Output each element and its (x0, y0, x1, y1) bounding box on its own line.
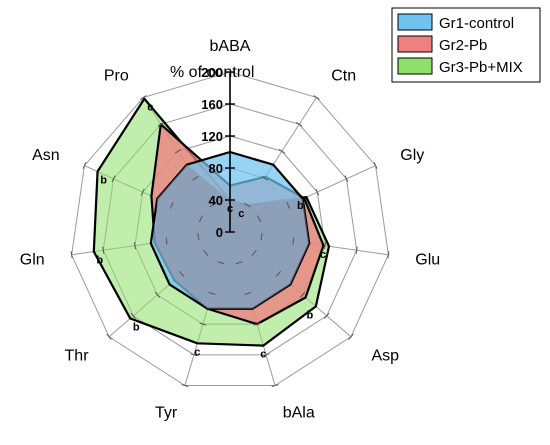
spoke-tick (275, 270, 282, 277)
axis-label-gly: Gly (400, 147, 424, 164)
tick-label-120: 120 (201, 129, 223, 144)
spoke-tick (260, 233, 263, 241)
spoke-tick (181, 384, 189, 387)
axis-label-baba: bABA (210, 38, 251, 55)
series-layer (92, 97, 331, 347)
spoke-tick (278, 148, 286, 154)
spoke-tick (111, 175, 116, 183)
spoke-tick (192, 175, 199, 181)
significance-label-baba: c (227, 203, 233, 215)
legend-label-gr2-pb: Gr2-Pb (439, 37, 487, 54)
spoke-tick (244, 202, 251, 208)
spoke-tick (140, 188, 145, 196)
tick-label-80: 80 (209, 161, 223, 176)
significance-label-asp: b (306, 309, 313, 321)
series-overlap-area (154, 164, 310, 309)
spoke-tick (130, 312, 136, 319)
legend-label-gr3-pb-mix: Gr3-Pb+MIX (439, 59, 523, 76)
axis-label-asn: Asn (32, 147, 60, 164)
spoke-tick (70, 251, 73, 259)
spoke-tick (348, 333, 354, 340)
significance-label-gln: b (96, 255, 103, 267)
spoke-tick (190, 353, 198, 357)
tick-label-40: 40 (209, 193, 223, 208)
significance-label-tyr: c (194, 346, 200, 358)
significance-label-asn: b (100, 175, 107, 187)
spoke-tick (262, 353, 270, 357)
spoke-tick (271, 384, 279, 387)
spoke-tick (355, 246, 358, 254)
spoke-tick (209, 202, 216, 208)
spoke-tick (203, 249, 209, 256)
spoke-tick (313, 95, 320, 100)
spoke-tick (178, 270, 185, 277)
axis-label-ctn: Ctn (331, 68, 356, 85)
spoke-tick (102, 246, 105, 254)
significance-label-ctn: c (238, 208, 244, 220)
significance-label-pro: c (147, 102, 153, 114)
significance-label-gly: b (297, 200, 304, 212)
spoke-tick (315, 188, 320, 196)
legend: Gr1-control Gr2-Pb Gr3-Pb+MIX (391, 7, 541, 83)
legend-swatch-gr1-control (397, 13, 433, 31)
tick-label-160: 160 (201, 97, 223, 112)
spoke-tick (198, 215, 203, 223)
spoke-tick (257, 215, 262, 223)
significance-label-thr: b (133, 321, 140, 333)
legend-label-gr1-control: Gr1-control (439, 15, 514, 32)
axis-label-layer: bABA Ctn Gly Glu Asp bAla Tyr Thr Gln Asn Pro (20, 38, 440, 422)
tick-label-200: 200 (201, 65, 223, 80)
tick-layer: 0 40 80 120 160 200 (201, 65, 223, 240)
spoke-tick (261, 175, 268, 181)
spoke-tick (199, 322, 207, 326)
chart-title: % of control (170, 64, 254, 81)
spoke-tick (217, 261, 225, 265)
spoke-tick (244, 291, 252, 295)
axis-label-bala: bAla (283, 405, 315, 422)
spoke-tick (324, 242, 327, 250)
axis-label-asp: Asp (371, 348, 399, 365)
spoke-tick (251, 249, 257, 256)
spoke-tick (295, 122, 303, 127)
legend-swatch-gr2-pb (397, 35, 433, 53)
grid-ring-200 (71, 71, 389, 387)
spoke-tick (197, 233, 200, 241)
spoke-tick (387, 251, 390, 259)
spoke-tick (140, 95, 147, 100)
axis-label-thr: Thr (65, 348, 90, 365)
spoke-tick (169, 202, 174, 209)
axis-label-gln: Gln (20, 252, 45, 269)
spoke-tick (82, 162, 87, 169)
spoke-tick (373, 162, 378, 169)
axis-layer (70, 71, 390, 387)
spoke-tick (299, 291, 306, 298)
spoke-tick (344, 175, 349, 183)
spoke-tick (174, 148, 182, 154)
spoke-tick (253, 322, 261, 326)
spoke-tick (292, 237, 295, 245)
spoke-tick (208, 291, 216, 295)
spoke-tick (165, 237, 168, 245)
spoke-tick (235, 261, 243, 265)
axis-label-tyr: Tyr (155, 405, 178, 422)
spoke-tick (157, 122, 165, 127)
axis-label-glu: Glu (415, 252, 440, 269)
spoke-tick (133, 242, 136, 250)
spoke-tick (286, 202, 291, 209)
significance-label-glu: c (320, 249, 326, 261)
axis-label-pro: Pro (104, 68, 129, 85)
legend-swatch-gr3-pb-mix (397, 57, 433, 75)
spoke-tick (106, 333, 112, 340)
spoke-tick (154, 291, 161, 298)
tick-label-0: 0 (216, 225, 223, 240)
significance-label-bala: c (260, 349, 266, 361)
spoke-tick (324, 312, 330, 319)
